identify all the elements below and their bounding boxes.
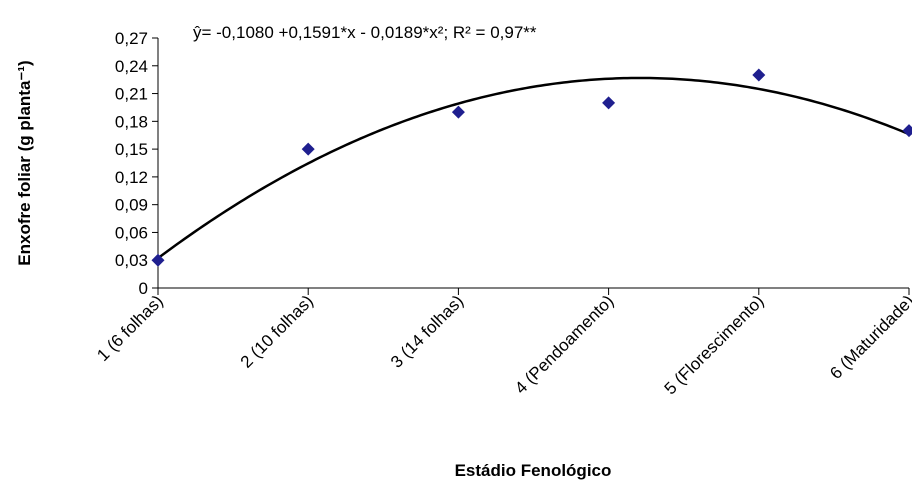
y-tick-label: 0,27 xyxy=(115,29,148,48)
y-tick-label: 0,03 xyxy=(115,251,148,270)
x-tick-label: 1 (6 folhas) xyxy=(93,291,167,365)
y-tick-label: 0,21 xyxy=(115,85,148,104)
x-tick-label: 4 (Pendoamento) xyxy=(511,291,617,397)
data-point-diamond xyxy=(602,96,616,110)
y-tick-label: 0,12 xyxy=(115,168,148,187)
data-point-diamond xyxy=(301,142,315,156)
x-tick-label: 5 (Florescimento) xyxy=(661,291,768,398)
y-tick-label: 0,09 xyxy=(115,196,148,215)
data-point-diamond xyxy=(451,105,465,119)
data-point-diamond xyxy=(151,253,165,267)
x-tick-label: 3 (14 folhas) xyxy=(387,291,467,371)
y-tick-label: 0 xyxy=(139,279,148,298)
x-tick-label: 2 (10 folhas) xyxy=(237,291,317,371)
y-tick-label: 0,06 xyxy=(115,223,148,242)
trendline-group xyxy=(157,76,910,260)
regression-equation: ŷ= -0,1080 +0,1591*x - 0,0189*x²; R² = 0… xyxy=(193,23,537,42)
trendline xyxy=(157,76,910,260)
axes: 0 0,03 0,06 0,09 0,12 0,15 0,18 0,21 0,24 0,27 1 (… xyxy=(93,29,912,398)
data-point-diamond xyxy=(902,124,912,138)
y-axis-title: Enxofre foliar (g planta⁻¹) xyxy=(15,60,34,265)
y-tick-label: 0,15 xyxy=(115,140,148,159)
data-points xyxy=(151,68,912,267)
x-tick-label: 6 (Maturidade) xyxy=(826,291,912,383)
x-axis-title: Estádio Fenológico xyxy=(455,461,612,480)
data-point-diamond xyxy=(752,68,766,82)
y-axis-title-group: Enxofre foliar (g planta⁻¹) xyxy=(15,60,34,265)
y-tick-label: 0,18 xyxy=(115,112,148,131)
y-tick-label: 0,24 xyxy=(115,57,148,76)
